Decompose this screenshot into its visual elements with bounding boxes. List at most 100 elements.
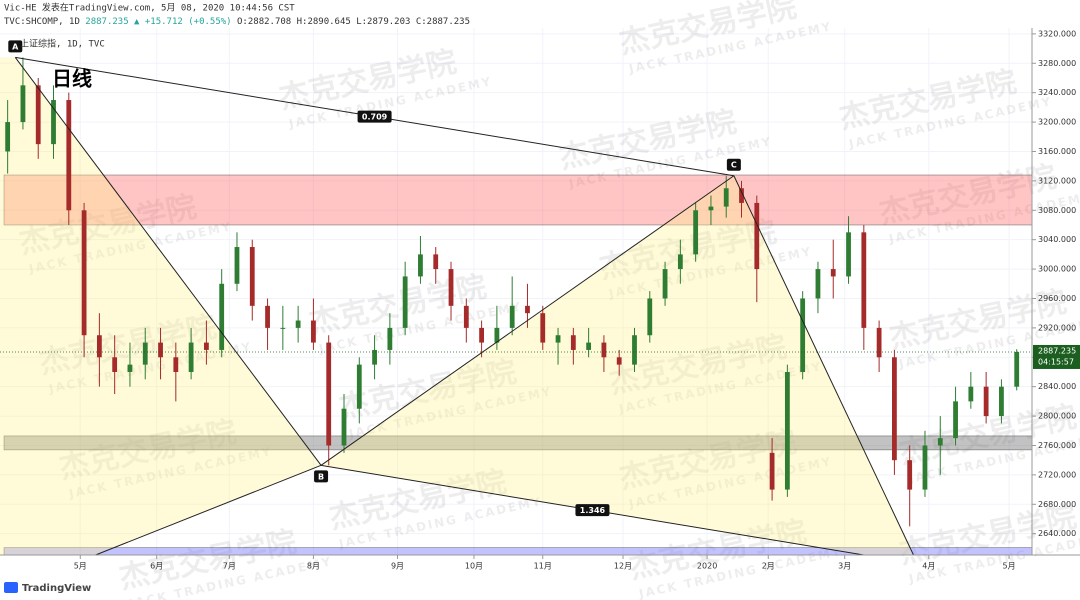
- candle-body: [234, 247, 240, 284]
- candle-body: [769, 452, 775, 490]
- candle-body: [372, 349, 377, 365]
- candle-body: [448, 269, 454, 306]
- candle-body: [173, 357, 179, 372]
- timeframe-label: 日线: [52, 67, 92, 91]
- y-tick-label: 3200.000: [1038, 118, 1076, 127]
- candle-body: [5, 122, 11, 152]
- candle-body: [463, 305, 469, 328]
- y-tick-label: 3280.000: [1038, 59, 1076, 68]
- candle-body: [265, 305, 270, 328]
- candle-body: [142, 342, 148, 365]
- candle-body: [494, 327, 500, 343]
- last-price-label: 2887.235: [1038, 346, 1076, 355]
- candle-body: [616, 357, 622, 365]
- ratio-label: 0.709: [362, 113, 388, 122]
- candle-body: [907, 460, 913, 490]
- candle-body: [127, 364, 133, 372]
- candle-body: [983, 386, 989, 417]
- pattern-line: [320, 175, 735, 466]
- candle-body: [647, 298, 653, 336]
- symbol-line: TVC:SHCOMP, 1D 2887.235 ▲ +15.712 (+0.55…: [4, 17, 470, 27]
- candle-body: [830, 269, 836, 277]
- candle-body: [509, 305, 515, 328]
- candle-body: [662, 269, 668, 299]
- point-box: [8, 40, 23, 53]
- candle-body: [570, 335, 576, 350]
- x-tick-label: 5月: [1003, 562, 1016, 571]
- candle-body: [693, 210, 699, 255]
- candle-body: [326, 342, 332, 446]
- candle-body: [280, 327, 286, 329]
- candle-body: [540, 313, 546, 343]
- y-tick-label: 2960.000: [1038, 294, 1076, 303]
- y-tick-label: 3120.000: [1038, 176, 1076, 185]
- candle-body: [739, 188, 744, 203]
- y-tick-label: 3000.000: [1038, 265, 1076, 274]
- pattern-line: [95, 464, 322, 556]
- y-tick-label: 2680.000: [1038, 500, 1076, 509]
- candle-body: [601, 342, 607, 358]
- x-tick-label: 8月: [307, 562, 320, 571]
- candle-body: [188, 342, 194, 372]
- x-tick-label: 11月: [534, 562, 552, 571]
- candle-body: [158, 342, 163, 358]
- candle-body: [922, 445, 928, 490]
- candle-body: [677, 254, 683, 270]
- x-tick-label: 2月: [762, 562, 775, 571]
- point-label: C: [731, 161, 737, 170]
- pattern-line: [14, 57, 322, 466]
- point-label: B: [318, 472, 324, 481]
- candle-body: [311, 320, 316, 343]
- candle-body: [586, 342, 592, 350]
- candle-body: [51, 100, 56, 145]
- x-tick-label: 7月: [223, 562, 236, 571]
- legend: 上证综指, 1D, TVC: [20, 38, 105, 50]
- candle-body: [341, 408, 347, 446]
- candle-body: [708, 206, 714, 211]
- x-tick-label: 5月: [74, 562, 87, 571]
- y-tick-label: 2800.000: [1038, 412, 1076, 421]
- x-tick-label: 2020: [697, 562, 717, 571]
- ohlc: O:2882.708 H:2890.645 L:2879.203 C:2887.…: [237, 17, 470, 27]
- last-price-box: [1033, 344, 1080, 369]
- candle-body: [555, 335, 561, 343]
- pattern-fill: [321, 175, 914, 556]
- candle-body: [249, 247, 255, 306]
- point-label: A: [12, 42, 19, 51]
- footer: TradingView: [22, 583, 91, 594]
- x-tick-label: 12月: [614, 562, 632, 571]
- y-tick-label: 2720.000: [1038, 470, 1076, 479]
- pattern-line: [733, 175, 914, 556]
- candle-body: [112, 357, 118, 372]
- candle-body: [1014, 351, 1020, 387]
- candle-body: [204, 342, 209, 350]
- pattern-fill: [0, 57, 322, 556]
- candle-body: [892, 357, 897, 461]
- candle-body: [723, 188, 729, 207]
- candle-body: [402, 276, 408, 328]
- candle-body: [784, 371, 790, 490]
- candle-body: [295, 320, 301, 328]
- candle-body: [356, 364, 362, 409]
- y-tick-label: 3040.000: [1038, 235, 1076, 244]
- candle-body: [525, 305, 530, 314]
- candle-body: [35, 85, 41, 145]
- candle-body: [20, 85, 26, 123]
- countdown-label: 04:15:57: [1038, 357, 1074, 366]
- logo: [4, 582, 18, 593]
- y-tick-label: 3080.000: [1038, 206, 1076, 215]
- candle-body: [876, 327, 882, 358]
- candle-body: [953, 401, 958, 439]
- candle-body: [96, 335, 102, 358]
- candle-body: [66, 100, 72, 211]
- y-tick-label: 2640.000: [1038, 529, 1076, 538]
- y-tick-label: 2840.000: [1038, 382, 1076, 391]
- y-tick-label: 3240.000: [1038, 88, 1076, 97]
- candle-body: [999, 386, 1004, 417]
- x-tick-label: 9月: [391, 562, 404, 571]
- byline: Vic-HE 发表在TradingView.com, 5月 08, 2020 1…: [4, 2, 295, 14]
- candle-body: [433, 254, 439, 270]
